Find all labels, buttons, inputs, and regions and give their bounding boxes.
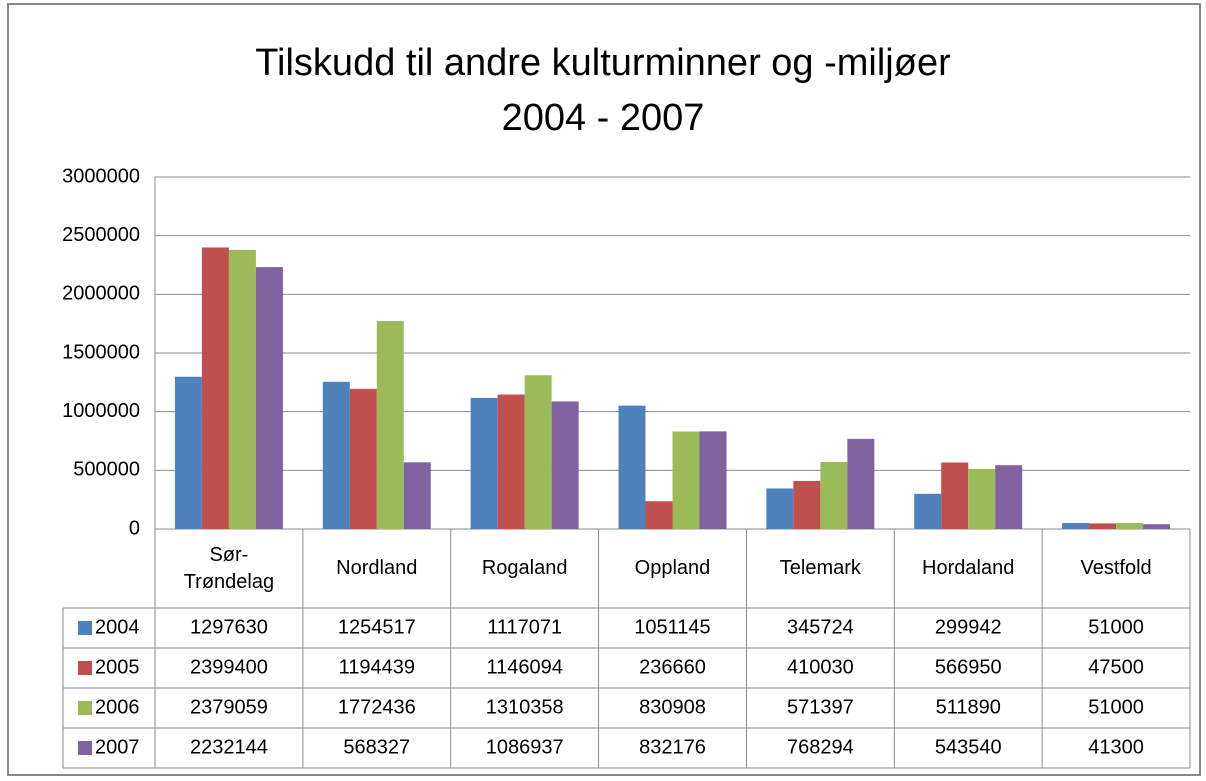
table-value: 566950 [935,656,1002,678]
y-tick-label: 1500000 [62,341,140,363]
table-value: 51000 [1088,616,1144,638]
bar [820,461,848,529]
bar [322,381,350,529]
table-value: 345724 [787,616,854,638]
x-tick-label: Telemark [779,557,861,579]
bar [941,462,969,529]
bar [968,468,996,529]
x-tick-label: Nordland [336,557,418,579]
bar [255,267,283,529]
x-tick-label: Sør-Trøndelag [183,543,275,593]
table-value: 2379059 [190,696,268,718]
y-tick-label: 3000000 [62,165,140,187]
table-value: 571397 [787,696,854,718]
bar [403,462,431,529]
table-value: 2399400 [190,656,268,678]
legend-swatch [78,621,92,635]
table-value: 47500 [1088,656,1144,678]
bar [618,405,646,529]
table-value: 1086937 [486,736,564,758]
bar [1116,523,1144,529]
table-value: 832176 [639,736,706,758]
bar [1089,523,1117,529]
category-cell: Rogaland [481,557,568,579]
table-value: 511890 [936,696,1001,718]
category-cell: Telemark [779,557,861,579]
bar [793,480,821,529]
table-value: 568327 [343,736,410,758]
x-tick-label: Oppland [634,557,711,579]
legend-label: 2005 [95,656,140,678]
table-value: 1146094 [486,656,562,678]
table-value: 543540 [935,736,1002,758]
bar [201,247,229,529]
legend-swatch [78,661,92,675]
bar [645,501,673,529]
table-value: 299942 [935,616,1002,638]
table-value: 1051145 [634,616,710,638]
legend-label: 2007 [95,736,140,758]
bar [228,249,256,530]
legend-label: 2006 [95,696,140,718]
y-tick-label: 500000 [73,459,140,481]
legend-swatch [78,701,92,715]
table-value: 1254517 [338,616,416,638]
bar [551,401,579,529]
bar [995,465,1023,529]
y-tick-label: 2500000 [62,224,140,246]
bar [524,375,552,529]
chart-title: 2004 - 2007 [502,97,705,139]
bar [376,321,404,529]
category-cell: Sør-Trøndelag [183,543,275,593]
table-value: 830908 [639,696,706,718]
bar [672,431,700,529]
chart-title: Tilskudd til andre kulturminner og -milj… [255,42,951,84]
bar [1143,524,1171,529]
category-cell: Hordaland [922,557,1015,579]
table-value: 2232144 [190,736,268,758]
bar [349,388,377,529]
bar [847,438,875,529]
table-value: 768294 [787,736,854,758]
x-tick-label: Rogaland [481,557,568,579]
table-value: 1194439 [339,656,415,678]
bar [497,394,525,529]
table-value: 410030 [787,656,854,678]
table-value: 51000 [1088,696,1144,718]
legend-swatch [78,741,92,755]
bar [914,493,942,529]
category-cell: Nordland [336,557,418,579]
y-tick-label: 2000000 [62,283,140,305]
legend-label: 2004 [95,616,140,638]
table-value: 41300 [1088,736,1144,758]
bar [470,397,498,529]
x-tick-label: Vestfold [1080,557,1152,579]
bar [1062,523,1090,529]
bar [766,488,794,529]
table-value: 236660 [639,656,706,678]
y-tick-label: 1000000 [62,400,140,422]
table-value: 1297630 [190,616,268,638]
category-cell: Vestfold [1080,557,1152,579]
table-value: 1772436 [338,696,416,718]
table-value: 1117071 [487,616,562,638]
bar [174,376,202,529]
y-tick-label: 0 [129,517,140,539]
category-cell: Oppland [634,557,711,579]
bar [699,431,727,529]
table-value: 1310358 [486,696,564,718]
x-tick-label: Hordaland [922,557,1015,579]
